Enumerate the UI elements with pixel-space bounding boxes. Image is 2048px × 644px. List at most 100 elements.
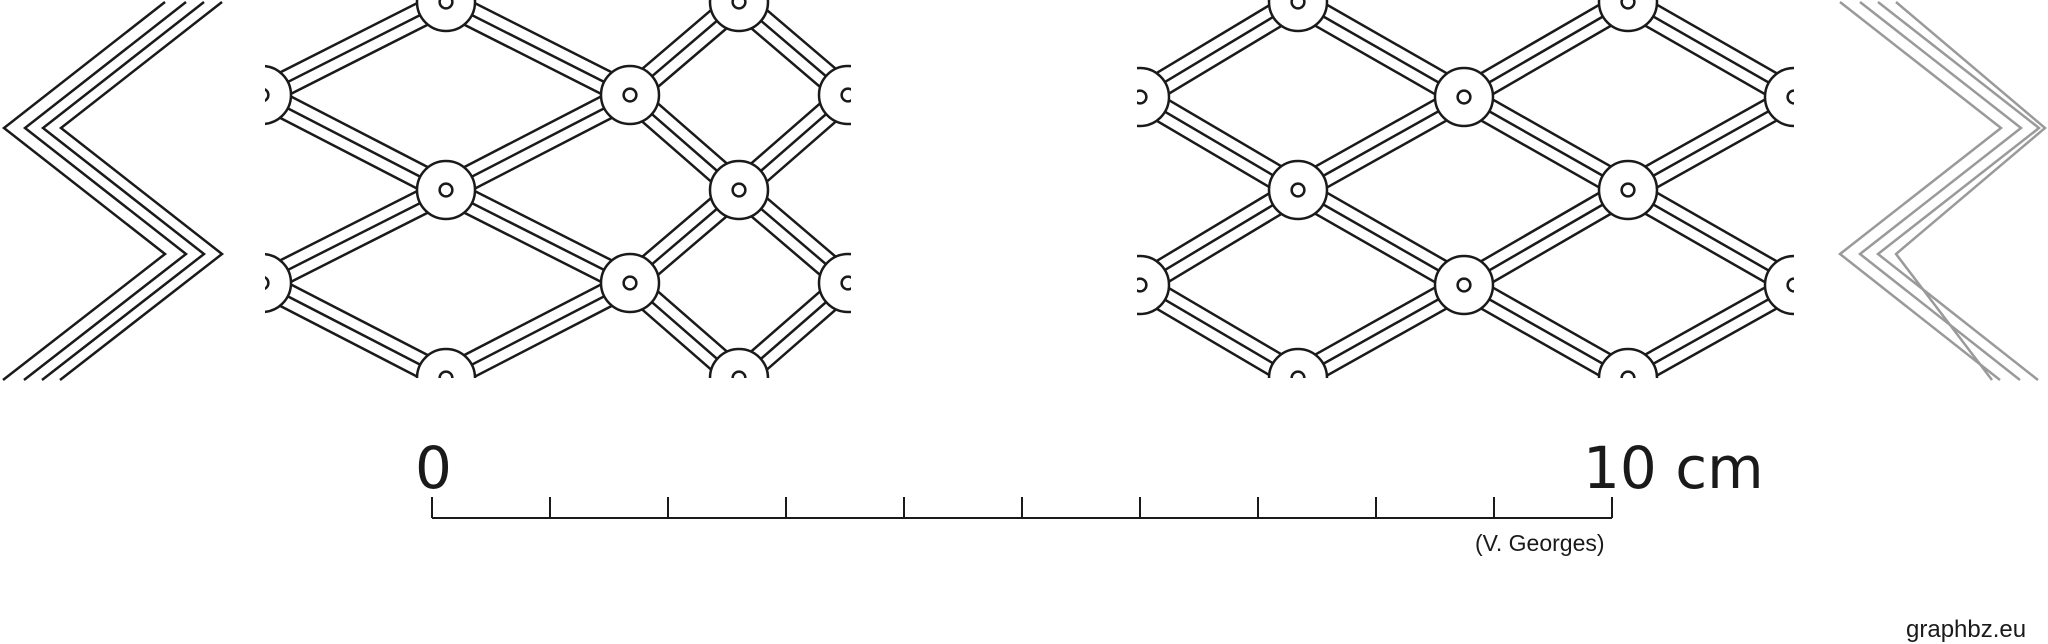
node-eye xyxy=(265,275,270,291)
band-line xyxy=(266,199,452,295)
band-line xyxy=(1145,273,1305,369)
node-eye xyxy=(1290,182,1306,198)
band-line xyxy=(1457,178,1623,276)
lattice-node xyxy=(1267,347,1329,378)
band-line xyxy=(265,283,447,378)
band-line xyxy=(445,93,631,192)
band-line xyxy=(469,292,637,378)
band-line xyxy=(1621,11,1789,109)
band-line xyxy=(1137,0,1281,87)
scale-ticks xyxy=(431,497,1613,519)
band-line xyxy=(265,0,427,82)
node-eye xyxy=(731,370,747,378)
band-line xyxy=(1145,11,1305,109)
lattice-node xyxy=(415,0,477,33)
band-line xyxy=(439,271,626,369)
band-line xyxy=(265,296,423,378)
node-eye xyxy=(731,0,747,10)
lattice-pattern-right xyxy=(1137,0,1794,378)
lattice-pattern-left xyxy=(265,0,851,378)
scale-start-label: 0 xyxy=(415,434,452,502)
band-line xyxy=(1297,283,1465,378)
band-line xyxy=(1627,188,1794,287)
node-eye xyxy=(265,87,270,103)
lattice-nodes xyxy=(1137,0,1794,378)
scale-end-label: 10 cm xyxy=(1583,434,1764,502)
lattice-node xyxy=(817,252,851,314)
node-eye xyxy=(731,182,747,198)
band-line xyxy=(1297,0,1465,99)
band-line xyxy=(1139,95,1299,192)
lattice-node xyxy=(1763,254,1794,316)
band-line xyxy=(1457,106,1623,202)
node-eye xyxy=(840,87,851,103)
band-line xyxy=(1319,294,1471,378)
band-line xyxy=(1457,294,1607,378)
scale-bar: 0 10 cm (V. Georges) xyxy=(415,434,1764,556)
band-line xyxy=(1457,0,1611,88)
node-eye xyxy=(1456,277,1472,293)
band-line xyxy=(439,83,626,181)
lattice-node xyxy=(817,64,851,126)
node-eye xyxy=(840,275,851,291)
lattice-node xyxy=(1763,66,1794,128)
node-eye xyxy=(438,370,454,378)
node-eye xyxy=(1290,370,1306,378)
band-line xyxy=(1469,85,1635,181)
node-eye xyxy=(438,182,454,198)
node-eye xyxy=(1786,277,1794,293)
lattice-node xyxy=(265,64,293,126)
node-eye xyxy=(1620,370,1636,378)
band-line xyxy=(265,178,442,270)
scale-author: (V. Georges) xyxy=(1475,530,1605,556)
band-line xyxy=(1627,283,1794,378)
right-chevron xyxy=(1837,1,2047,381)
band-line xyxy=(1139,188,1299,287)
band-line xyxy=(1291,11,1459,109)
band-line xyxy=(265,188,447,283)
band-line xyxy=(1137,178,1293,275)
band-line xyxy=(1291,273,1459,369)
band-line xyxy=(1469,11,1635,109)
band-line xyxy=(1137,107,1293,202)
lattice-node xyxy=(1597,347,1659,378)
lattice-node xyxy=(708,0,770,33)
node-eye xyxy=(622,275,638,291)
node-eye xyxy=(1620,182,1636,198)
left-chevron xyxy=(1,1,225,381)
band-line xyxy=(1621,273,1789,369)
band-line xyxy=(1291,199,1459,297)
band-line xyxy=(1633,109,1794,202)
band-line xyxy=(1621,199,1789,297)
band-line xyxy=(1297,188,1465,287)
band-line xyxy=(445,188,631,285)
node-eye xyxy=(1786,89,1794,105)
node-eye xyxy=(622,87,638,103)
lattice-bands xyxy=(1137,0,1794,378)
band-line xyxy=(1463,95,1629,192)
band-line xyxy=(1145,199,1305,297)
band-line xyxy=(465,0,636,86)
band-line xyxy=(1621,85,1789,181)
band-line xyxy=(1291,85,1459,181)
band-line xyxy=(1303,178,1471,276)
band-line xyxy=(266,11,452,107)
band-line xyxy=(1145,85,1305,181)
band-line xyxy=(450,178,636,274)
band-line xyxy=(1627,95,1794,192)
node-eye xyxy=(1456,89,1472,105)
lattice-nodes xyxy=(265,0,851,378)
node-eye xyxy=(1620,0,1636,10)
lattice-node xyxy=(1137,254,1171,316)
lattice-node xyxy=(415,347,477,378)
band-line xyxy=(1469,273,1635,369)
band-line xyxy=(265,95,447,192)
site-credit: graphbz.eu xyxy=(1906,616,2026,643)
lattice-node xyxy=(1267,0,1329,33)
band-line xyxy=(1627,0,1794,99)
band-line xyxy=(1463,283,1629,378)
lattice-node xyxy=(1137,66,1171,128)
lattice-node xyxy=(708,347,770,378)
band-line xyxy=(266,271,453,369)
